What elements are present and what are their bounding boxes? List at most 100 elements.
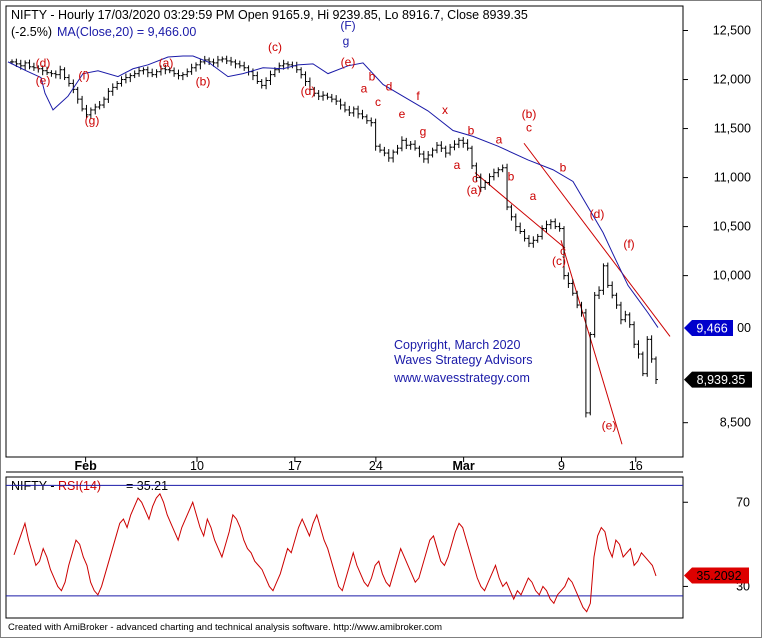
price-bar xyxy=(150,68,155,78)
price-bar xyxy=(553,218,558,230)
company-website[interactable]: www.wavesstrategy.com xyxy=(393,371,530,385)
trend-line xyxy=(523,142,671,337)
price-bar xyxy=(614,292,619,309)
price-bar xyxy=(570,279,575,296)
y-tick-label: 11,500 xyxy=(714,122,751,136)
price-bar xyxy=(342,101,347,113)
wave-label: c xyxy=(526,120,532,134)
price-bar xyxy=(526,235,531,248)
price-bar xyxy=(413,140,418,151)
price-bar xyxy=(540,225,545,240)
price-bar xyxy=(242,61,247,71)
price-bar xyxy=(158,65,163,76)
price-bar xyxy=(491,168,496,181)
price-bar xyxy=(66,74,71,87)
price-bar xyxy=(110,83,115,96)
change-percent: (-2.5%) xyxy=(11,25,52,39)
price-bar xyxy=(649,335,654,363)
price-bar xyxy=(654,356,658,385)
price-bar xyxy=(356,105,361,119)
price-bar xyxy=(618,301,623,325)
price-bar xyxy=(452,140,457,151)
rsi-title: RSI(14) xyxy=(58,479,101,493)
price-bar xyxy=(93,103,98,115)
price-bar xyxy=(496,167,501,178)
price-bar xyxy=(53,70,58,79)
price-bar xyxy=(167,67,172,74)
wave-label: (f) xyxy=(78,69,89,83)
wave-label: (f) xyxy=(623,237,634,251)
x-tick-label: 16 xyxy=(629,459,643,473)
price-bar xyxy=(145,66,150,78)
wave-label: g xyxy=(343,34,350,48)
price-bar xyxy=(399,136,404,152)
price-bar xyxy=(106,88,111,103)
price-bar xyxy=(500,164,505,173)
price-bar xyxy=(557,222,562,232)
wave-label: a xyxy=(361,81,368,95)
wave-label: (b) xyxy=(522,107,537,121)
rsi-level-lines xyxy=(6,484,683,597)
price-bar xyxy=(448,143,453,156)
price-bar xyxy=(434,141,439,154)
wave-label: (a) xyxy=(159,56,174,70)
trend-line xyxy=(560,240,623,445)
price-bar xyxy=(623,310,628,323)
rsi-polyline xyxy=(13,492,657,613)
price-bar xyxy=(544,220,549,233)
price-bar xyxy=(259,79,264,89)
price-bar xyxy=(583,308,588,418)
price-bar xyxy=(334,95,339,105)
price-bar xyxy=(588,331,593,416)
price-bar xyxy=(286,61,290,70)
price-bar xyxy=(636,340,641,359)
wave-label: (e) xyxy=(341,55,356,69)
rsi-legend: NIFTY - = 35.21 xyxy=(11,479,168,493)
rsi-line xyxy=(13,492,657,613)
price-bar xyxy=(509,204,514,221)
y-tick-label-partial: 00 xyxy=(737,321,751,335)
price-bar xyxy=(408,141,413,150)
wave-label: b xyxy=(468,123,475,137)
price-bar xyxy=(207,57,212,66)
chart-title: NIFTY - Hourly 17/03/2020 03:29:59 PM Op… xyxy=(11,8,528,22)
price-bar xyxy=(132,70,137,79)
price-bar xyxy=(632,321,637,349)
ma-value-tag: 9,466 xyxy=(684,319,733,336)
footer-credit: Created with AmiBroker - advanced charti… xyxy=(8,622,442,633)
price-bar xyxy=(281,59,286,70)
ma-legend: MA(Close,20) = 9,466.00 xyxy=(57,25,196,39)
x-tick-label: 17 xyxy=(288,459,302,473)
x-tick-label: Feb xyxy=(75,459,98,473)
wave-label: c xyxy=(472,171,478,185)
price-bar xyxy=(513,213,518,232)
price-bar xyxy=(80,95,85,112)
wave-label: (d) xyxy=(590,207,605,221)
y-tick-label: 11,000 xyxy=(714,171,751,185)
price-bar xyxy=(233,59,238,69)
rsi-title-prefix: NIFTY - xyxy=(11,479,55,493)
y-tick-label: 12,500 xyxy=(713,24,751,38)
close-value-label: 8,939.35 xyxy=(697,373,746,387)
price-bar xyxy=(483,180,488,190)
price-bar xyxy=(88,107,93,119)
price-bar xyxy=(364,114,369,124)
price-bar xyxy=(40,65,45,76)
price-bar xyxy=(31,62,36,71)
price-bar xyxy=(575,290,580,309)
rsi-value-label: 35.2092 xyxy=(696,569,741,583)
y-tick-label: 10,500 xyxy=(713,220,751,234)
price-bar xyxy=(255,71,260,84)
price-bar xyxy=(439,141,444,152)
price-bar xyxy=(237,60,242,69)
x-tick-label: 9 xyxy=(558,459,565,473)
x-tick-label: 24 xyxy=(369,459,383,473)
price-bar xyxy=(531,236,536,248)
price-bar xyxy=(128,73,133,83)
price-panel xyxy=(5,5,684,458)
wave-label: c xyxy=(560,244,566,258)
price-bar xyxy=(102,96,106,109)
price-bar xyxy=(36,65,41,73)
